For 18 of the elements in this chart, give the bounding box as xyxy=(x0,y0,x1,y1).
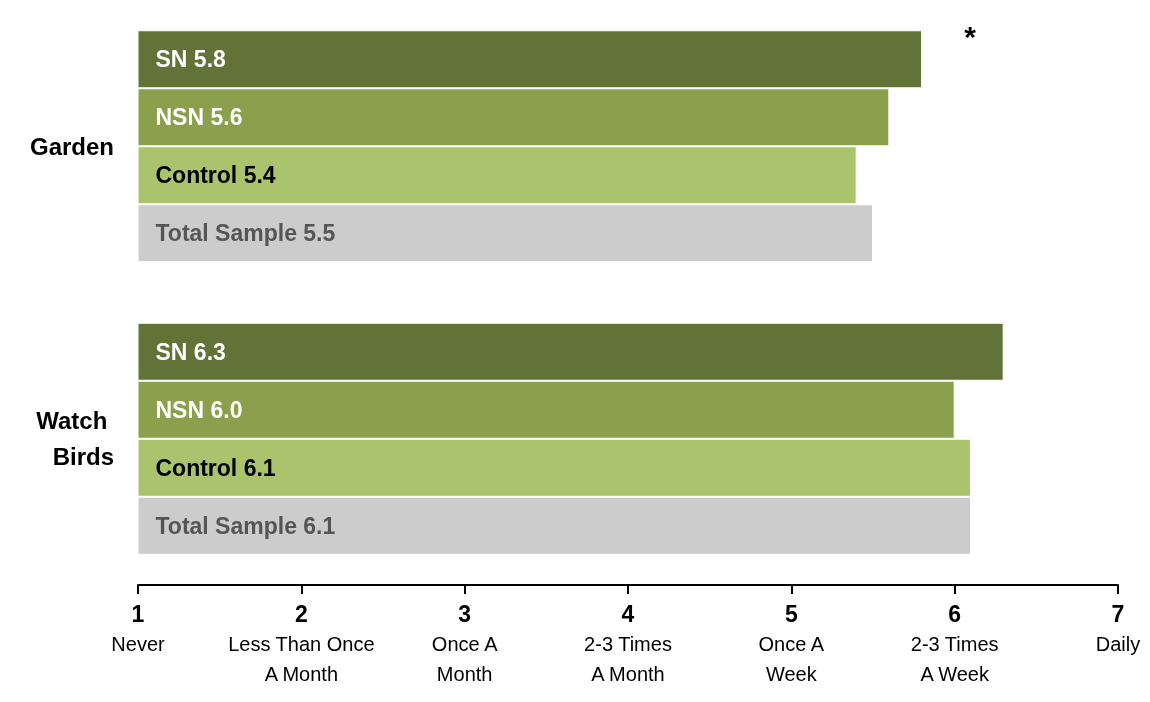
x-tick-label: 2 Less Than Once A Month xyxy=(228,601,375,685)
text: NSN 5.6 xyxy=(155,104,243,131)
x-tick-label: 3 Once A Month xyxy=(431,601,499,685)
y-tick-label: Watch Birds xyxy=(36,407,114,471)
text: NSN 6.0 xyxy=(155,396,243,423)
y-tick-label: Garden xyxy=(29,132,114,160)
text: SN 6.3 xyxy=(155,338,226,365)
x-tick-label: 1 Never xyxy=(111,601,166,655)
text: SN 5.8 xyxy=(155,46,226,73)
x-tick-label: 7 Daily xyxy=(1095,601,1141,655)
text: Total Sample 5.5 xyxy=(155,220,336,247)
x-tick-label: 4 2-3 Times A Month xyxy=(584,601,672,685)
x-tick-label: 5 Once A Week xyxy=(758,601,825,685)
text: Control 5.4 xyxy=(155,162,276,189)
annotation: * xyxy=(964,19,977,53)
x-tick-label: 6 2-3 Times A Week xyxy=(910,601,999,685)
text: Total Sample 6.1 xyxy=(155,512,336,539)
text: Control 6.1 xyxy=(155,454,276,481)
